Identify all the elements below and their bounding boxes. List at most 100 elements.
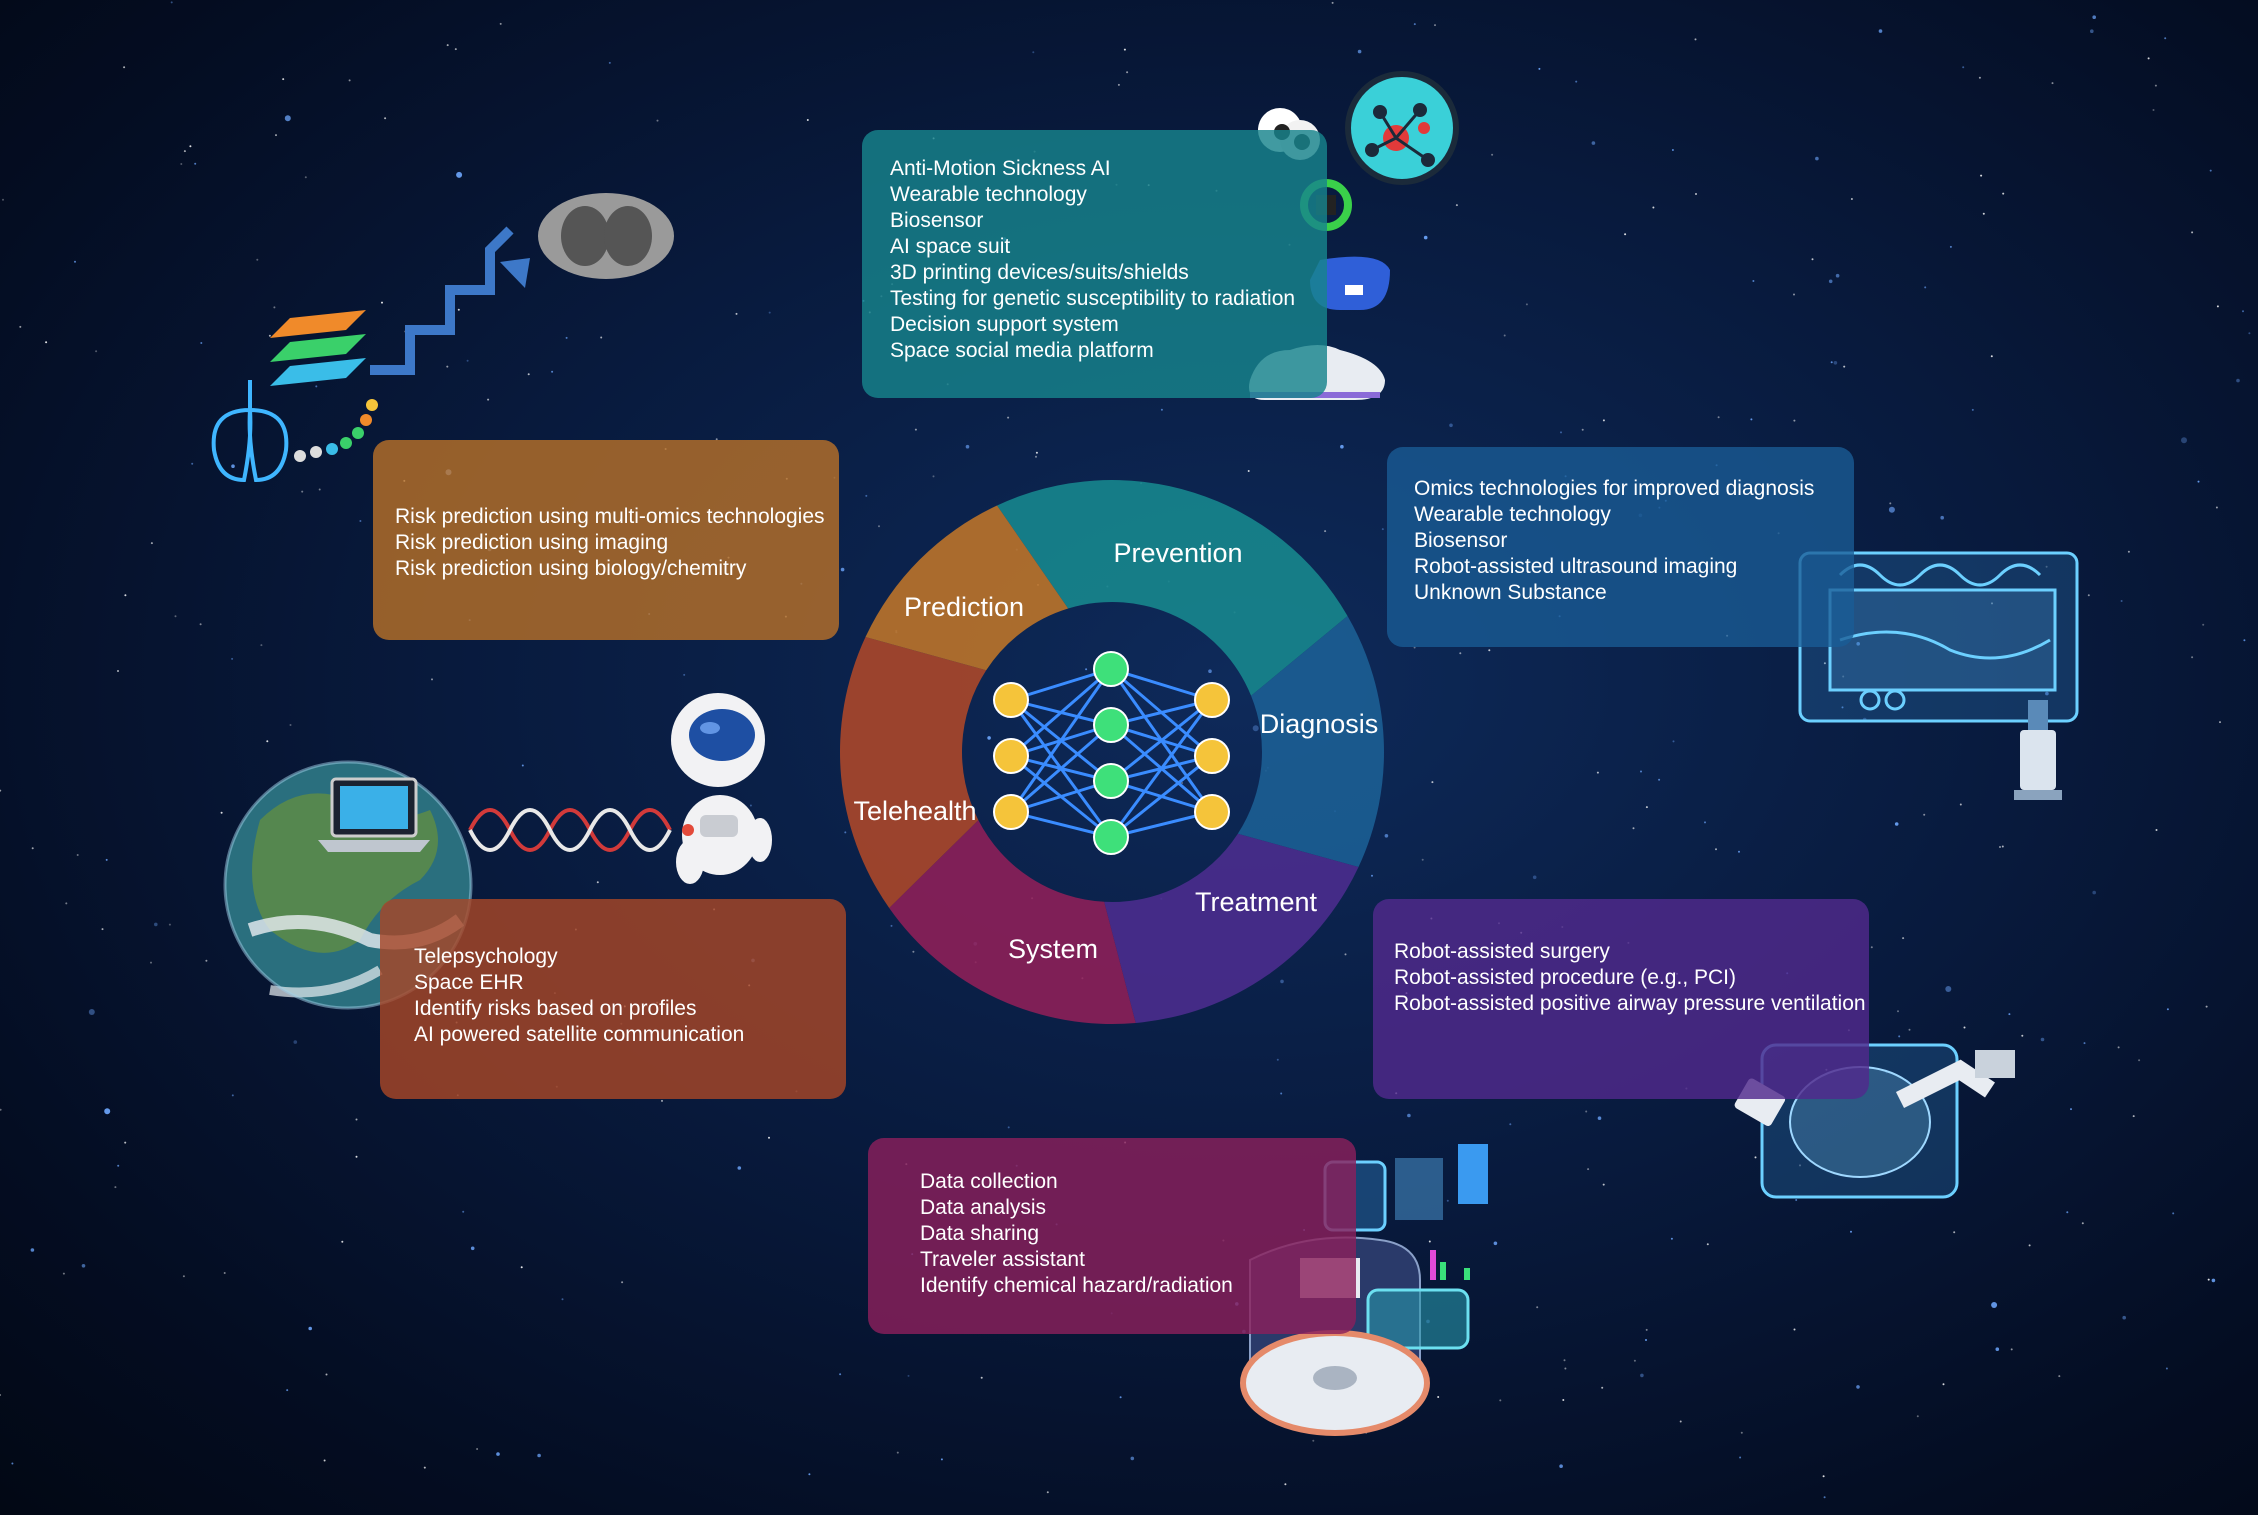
star xyxy=(355,1155,358,1158)
star xyxy=(1897,1010,1899,1013)
panel-item: Decision support system xyxy=(890,313,1119,336)
star xyxy=(2045,565,2048,568)
star xyxy=(1640,770,1642,773)
star xyxy=(1999,846,2001,848)
star xyxy=(2,198,4,201)
star xyxy=(2058,1375,2061,1378)
star xyxy=(1280,979,1284,984)
star xyxy=(275,134,277,137)
star xyxy=(1823,662,1826,665)
star xyxy=(2166,1008,2169,1011)
star xyxy=(1870,946,1873,949)
star xyxy=(1046,1491,1049,1494)
star xyxy=(1658,778,1661,781)
star xyxy=(457,308,460,311)
dna-beads xyxy=(294,399,378,462)
star xyxy=(170,1,173,4)
star xyxy=(1536,1306,1539,1309)
star xyxy=(1503,334,1506,337)
star xyxy=(2215,506,2218,509)
star xyxy=(1953,1231,1956,1234)
star xyxy=(0,1108,2,1111)
star xyxy=(31,847,34,850)
star xyxy=(1560,431,1562,434)
star xyxy=(735,312,738,315)
star xyxy=(81,1264,86,1268)
star xyxy=(1991,602,1993,605)
star xyxy=(1704,821,1706,824)
star xyxy=(1280,1092,1283,1095)
star xyxy=(2083,1042,2086,1045)
star xyxy=(2001,845,2004,848)
star xyxy=(446,44,449,47)
star xyxy=(1752,280,1755,282)
star xyxy=(231,1094,234,1097)
star xyxy=(2147,57,2150,60)
star xyxy=(2172,1212,2175,1215)
star xyxy=(194,162,197,165)
star xyxy=(1459,652,1462,655)
star xyxy=(1428,1240,1431,1243)
star xyxy=(1822,1475,1825,1478)
network-edge xyxy=(1109,699,1214,838)
star xyxy=(2211,1278,2216,1283)
star xyxy=(844,831,847,834)
star xyxy=(1740,1431,1743,1434)
star xyxy=(890,924,893,927)
star xyxy=(1963,1026,1966,1029)
star xyxy=(1894,822,1899,826)
star xyxy=(1123,48,1126,51)
star xyxy=(1455,204,1458,207)
star xyxy=(0,789,2,792)
star xyxy=(1833,361,1838,365)
star xyxy=(521,764,524,767)
star xyxy=(1717,416,1720,419)
star xyxy=(1181,782,1184,784)
star xyxy=(1344,953,1347,956)
star xyxy=(2248,332,2251,335)
star xyxy=(1119,1396,1122,1399)
star xyxy=(499,22,502,25)
star xyxy=(840,567,845,572)
star xyxy=(749,804,752,807)
star xyxy=(1413,23,1416,26)
star xyxy=(1312,1439,1315,1442)
astronaut-icon xyxy=(671,693,772,884)
star xyxy=(1601,1386,1604,1389)
star xyxy=(446,365,449,368)
lung-scan-icon xyxy=(270,193,674,386)
star xyxy=(45,341,48,344)
star xyxy=(308,1326,313,1331)
star xyxy=(315,385,318,388)
ring-label-telehealth: Telehealth xyxy=(853,796,976,826)
star xyxy=(1632,827,1635,830)
network-node xyxy=(1194,794,1230,830)
star xyxy=(1591,141,1596,145)
star xyxy=(1815,156,1819,161)
panel-item: Data collection xyxy=(920,1170,1058,1193)
star xyxy=(256,258,259,261)
star xyxy=(1423,235,1428,240)
star xyxy=(1247,470,1250,472)
star xyxy=(2152,109,2155,111)
star xyxy=(1878,29,1883,33)
star xyxy=(293,1040,298,1044)
star xyxy=(596,881,599,884)
network-node xyxy=(1093,763,1129,799)
star xyxy=(1007,1126,1010,1129)
star xyxy=(1793,419,1796,422)
star xyxy=(1971,408,1974,411)
star xyxy=(1563,1359,1566,1362)
ring-segment-telehealth xyxy=(839,637,987,909)
star xyxy=(431,678,433,681)
star xyxy=(1679,1420,1682,1423)
star xyxy=(117,670,119,672)
star xyxy=(1357,49,1362,54)
panel-item: Robot-assisted procedure (e.g., PCI) xyxy=(1394,966,1736,989)
star xyxy=(2202,623,2205,626)
star xyxy=(2045,691,2049,696)
star xyxy=(1990,355,1993,358)
star xyxy=(1624,233,1627,236)
star xyxy=(1652,206,1655,209)
star xyxy=(1587,1168,1590,1171)
